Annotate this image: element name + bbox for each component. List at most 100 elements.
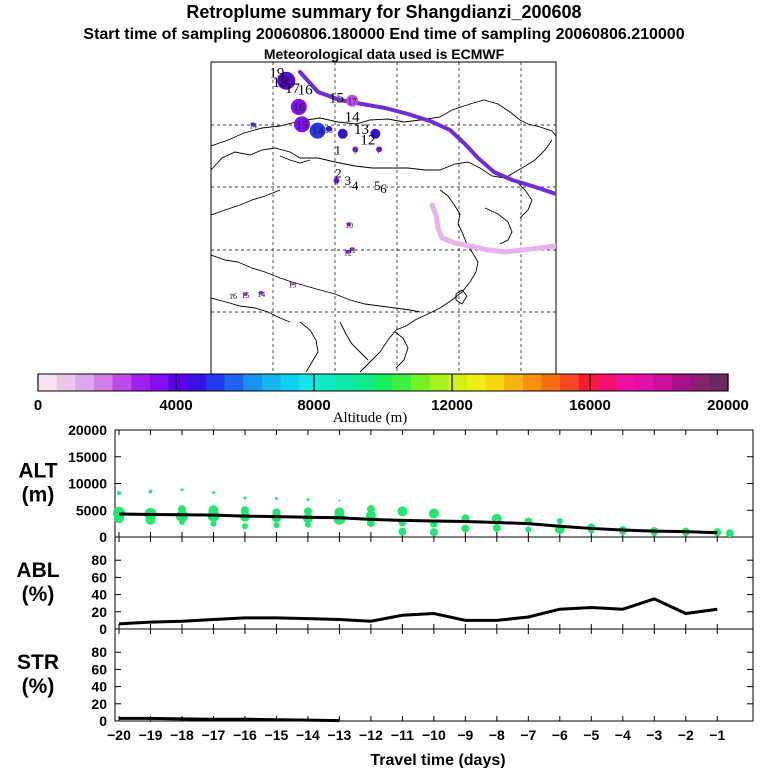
plume-day-label: 1 <box>334 142 341 157</box>
x-tick-label: −9 <box>457 727 473 743</box>
colorbar-swatch <box>616 374 636 391</box>
x-tick-label: −16 <box>233 727 257 743</box>
alt-scatter-point <box>211 491 215 495</box>
str-line <box>119 716 340 723</box>
colorbar-tick-label: 8000 <box>297 397 330 414</box>
colorbar-swatch <box>634 374 655 391</box>
x-tick-label: −13 <box>328 727 352 743</box>
x-tick-label: −6 <box>552 727 568 743</box>
plume-cluster-circle <box>277 71 296 90</box>
alt-scatter-point <box>338 499 341 502</box>
panel-unit: (%) <box>22 675 55 698</box>
alt-scatter-point <box>398 527 407 536</box>
alt-scatter-point <box>273 522 280 529</box>
x-tick-label: −1 <box>709 727 725 743</box>
alt-scatter-point <box>461 524 470 533</box>
panel-label: ABL <box>16 559 59 582</box>
colorbar-swatch <box>690 374 710 391</box>
colorbar-swatch <box>280 374 300 391</box>
alt-scatter-point <box>145 514 156 525</box>
colorbar-swatch <box>485 374 505 391</box>
alt-scatter-point <box>725 529 734 538</box>
sampling-times: Start time of sampling 20060806.180000 E… <box>83 26 685 43</box>
y-tick-label: 20 <box>91 604 107 620</box>
plume-cluster-label: 11 <box>348 246 356 255</box>
x-tick-label: −4 <box>615 727 631 743</box>
plume-cluster-circle <box>350 247 355 252</box>
alt-scatter-point <box>178 519 185 526</box>
plume-cluster-circle <box>347 222 351 227</box>
plume-cluster-circle <box>345 249 350 254</box>
plume-day-label: 17 <box>285 81 301 97</box>
panel-label: ALT <box>18 460 57 483</box>
abl-panel-frame <box>114 536 754 630</box>
colorbar-swatch <box>355 374 375 391</box>
plume-cluster-circle <box>293 116 310 133</box>
plume-cluster-label: 18 <box>280 73 294 88</box>
colorbar-swatch <box>38 374 58 391</box>
x-tick-label: −19 <box>139 727 163 743</box>
plume-day-label: 2 <box>335 165 342 180</box>
x-tick-label: −7 <box>520 727 536 743</box>
plume-cluster-circle <box>337 128 348 139</box>
meteorological-data-label: Meteorological data used is ECMWF <box>263 46 505 62</box>
colorbar-swatch <box>112 374 132 391</box>
alt-scatter-point <box>210 520 217 527</box>
plume-cluster-label: 10 <box>345 221 353 230</box>
colorbar-swatch <box>75 374 95 391</box>
colorbar-swatch <box>373 374 393 391</box>
alt-scatter-point <box>274 496 278 500</box>
colorbar-tick-label: 16000 <box>569 397 611 414</box>
plume-cluster-circle <box>259 290 264 295</box>
alt-scatter-point <box>303 507 312 516</box>
colorbar-swatch <box>560 374 580 391</box>
str-panel-frame <box>114 628 754 722</box>
altitude-colorbar: 0 4000 8000 12000 16000 20000 Altitude (m) <box>34 373 749 426</box>
alt-scatter-point <box>525 526 532 533</box>
colorbar-swatch <box>653 374 673 391</box>
colorbar-tick-label: 20000 <box>707 397 749 414</box>
alt-scatter-point <box>428 508 439 519</box>
x-tick-label: −8 <box>489 727 505 743</box>
y-tick-label: 60 <box>91 569 107 585</box>
colorbar-swatch <box>578 374 599 391</box>
y-tick-label: 80 <box>91 552 107 568</box>
plume-cluster-circle <box>346 94 359 107</box>
colorbar-swatch <box>336 374 356 391</box>
colorbar-swatch <box>168 374 188 391</box>
y-tick-label: 0 <box>99 621 107 637</box>
y-tick-label: 0 <box>99 713 107 729</box>
y-tick-label: 60 <box>91 661 107 677</box>
x-tick-label: −15 <box>265 727 289 743</box>
colorbar-swatch <box>429 374 449 391</box>
plume-cluster-label: 14 <box>257 290 265 299</box>
plume-cluster-label: 11 <box>371 131 379 140</box>
x-tick-label: −17 <box>202 727 226 743</box>
alt-scatter-point <box>304 521 311 528</box>
plume-day-label: 18 <box>273 75 288 91</box>
alt-scatter-point <box>556 517 563 524</box>
panel-label: STR <box>17 651 59 674</box>
alt-mean-line <box>118 512 718 535</box>
colorbar-swatch <box>317 374 337 391</box>
y-tick-label: 20000 <box>68 422 107 438</box>
plume-day-label: 6 <box>380 181 387 196</box>
plume-day-label: 5 <box>374 178 381 193</box>
plume-cluster-circle <box>243 292 248 297</box>
alt-scatter-point <box>117 491 121 496</box>
colorbar-swatch <box>448 374 468 391</box>
panel-unit: (%) <box>22 583 55 606</box>
plume-day-label: 15 <box>329 91 344 107</box>
plume-cluster-label: 11 <box>339 131 347 140</box>
colorbar-swatch <box>410 374 431 391</box>
x-tick-label: −3 <box>646 727 662 743</box>
colorbar-tick-label: 12000 <box>431 397 473 414</box>
plume-cluster-label: 16 <box>293 100 305 114</box>
plume-cluster-label: 13 <box>325 126 333 135</box>
coastlines-and-borders <box>211 99 556 373</box>
plume-cluster-circle <box>376 146 383 153</box>
x-tick-label: −10 <box>422 727 446 743</box>
